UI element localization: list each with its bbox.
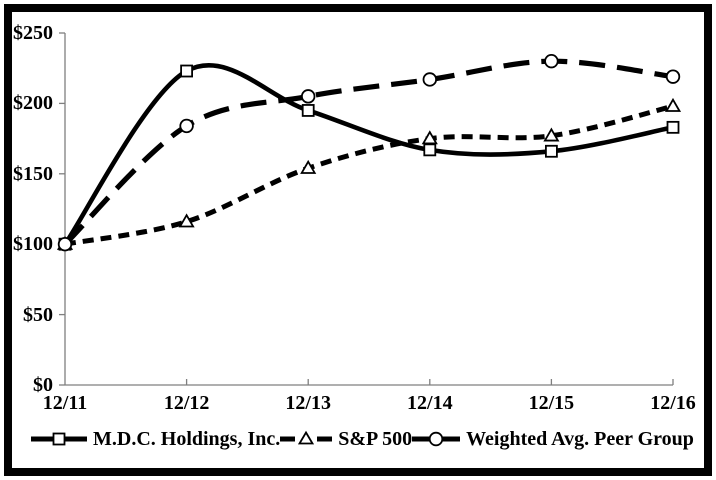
square-marker-icon: [301, 104, 315, 117]
triangle-marker-icon: [178, 213, 195, 228]
x-tick-label: 12/11: [42, 392, 88, 414]
y-tick-label: $150: [13, 162, 53, 185]
series-line-mdc: [63, 63, 674, 246]
solid-line-square-marker-icon: [31, 432, 87, 446]
legend-label-peer-group: Weighted Avg. Peer Group: [466, 427, 694, 450]
x-tick-label: 12/13: [285, 392, 331, 414]
dashed-line-triangle-marker-icon: [280, 430, 333, 445]
y-tick-label: $0: [33, 374, 53, 396]
triangle-marker-icon: [300, 159, 317, 174]
y-tick-label: $200: [13, 92, 53, 115]
legend-label-mdc: M.D.C. Holdings, Inc.: [93, 427, 281, 450]
legend-label-sp500: S&P 500: [338, 427, 413, 450]
circle-marker-icon: [57, 236, 73, 252]
triangle-marker-icon: [543, 127, 560, 142]
series-line-sp500: [64, 103, 674, 247]
square-marker-icon: [666, 120, 680, 134]
square-marker-icon: [545, 144, 558, 158]
x-tick-label: 12/15: [528, 392, 575, 414]
legend: M.D.C. Holdings, Inc. S&P 500 Weighted A…: [31, 424, 694, 454]
circle-marker-icon: [544, 53, 559, 69]
triangle-marker-icon: [421, 130, 438, 145]
circle-marker-icon: [422, 72, 438, 87]
circle-marker-icon: [665, 69, 681, 84]
circle-marker-icon: [179, 118, 194, 134]
x-tick-label: 12/12: [163, 392, 210, 414]
square-marker-icon: [180, 64, 194, 78]
legend-item-peer-group: Weighted Avg. Peer Group: [412, 428, 694, 451]
legend-item-sp500: S&P 500: [280, 428, 412, 451]
x-tick-label: 12/14: [407, 392, 453, 414]
square-marker-icon: [423, 143, 437, 157]
triangle-marker-icon: [664, 97, 682, 112]
legend-item-mdc: M.D.C. Holdings, Inc.: [31, 428, 280, 451]
circle-marker-icon: [301, 89, 316, 104]
y-tick-label: $100: [13, 233, 53, 256]
series-line-peer-group: [63, 58, 674, 247]
y-tick-label: $250: [13, 22, 53, 44]
y-tick-label: $50: [23, 303, 53, 326]
x-tick-label: 12/16: [650, 392, 696, 414]
dashed-line-circle-marker-icon: [412, 431, 461, 447]
